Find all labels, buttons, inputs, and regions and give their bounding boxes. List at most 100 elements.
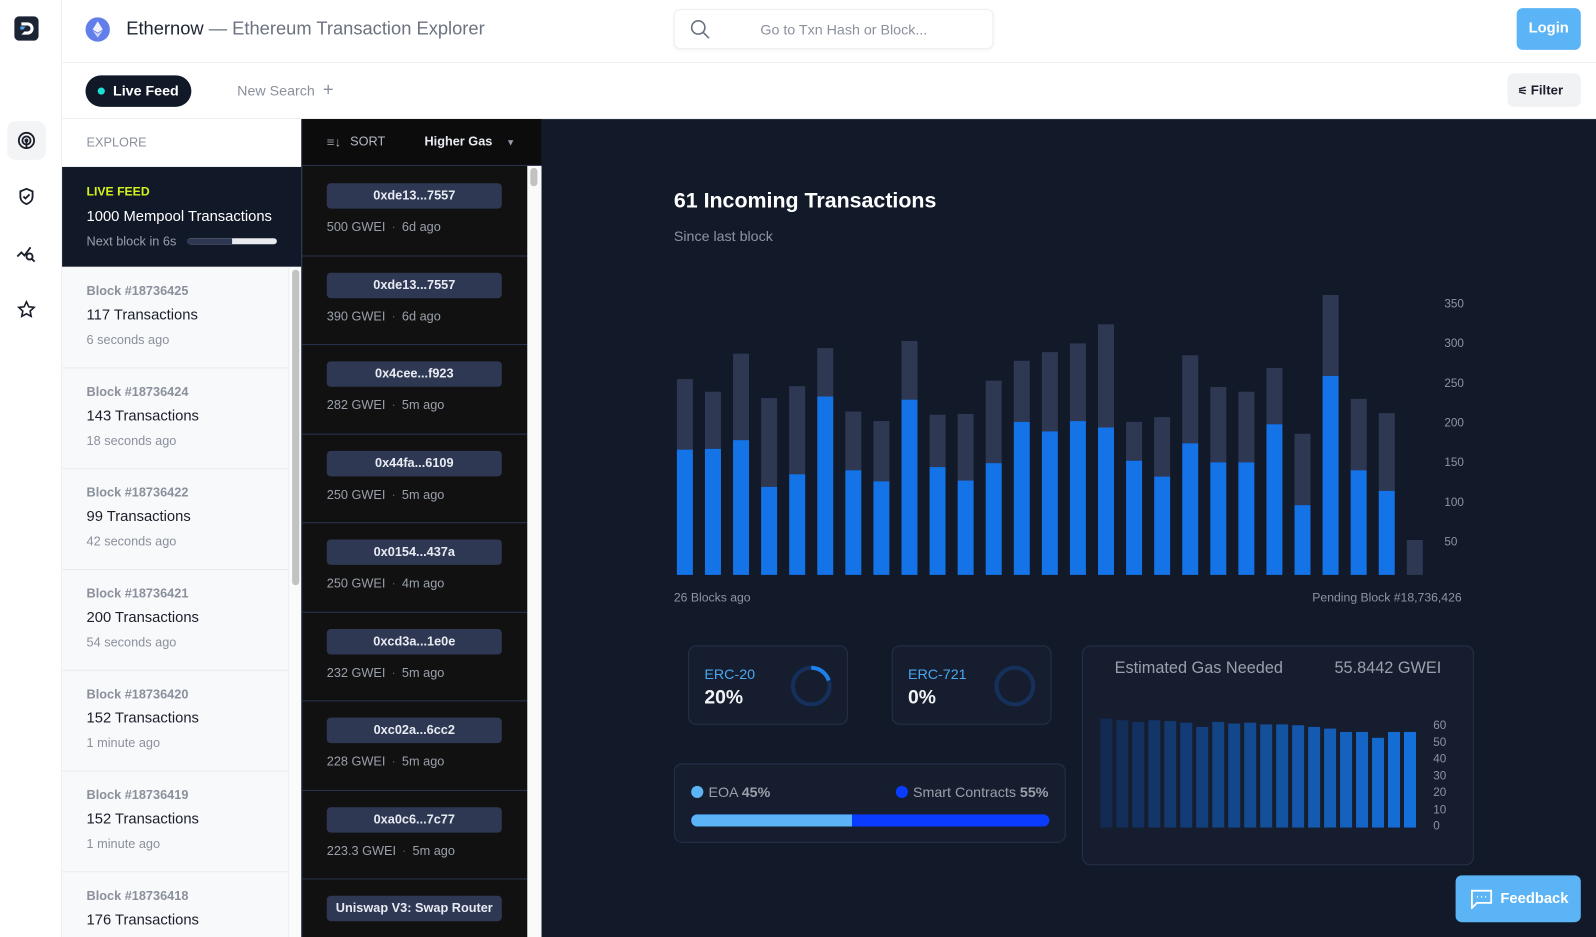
bar-lower-segment	[1266, 424, 1283, 575]
y-tick-label: 50	[1444, 536, 1458, 549]
block-list-item[interactable]: Block #18736421 200 Transactions 54 second…	[62, 570, 289, 671]
tx-hash[interactable]: 0x4cee...f923	[326, 361, 502, 387]
tx-gas: 250 GWEI	[326, 576, 386, 591]
bar-lower-segment	[1238, 462, 1255, 575]
tab-live-feed[interactable]: Live Feed	[85, 75, 192, 107]
tx-time: 6d ago	[401, 308, 441, 324]
transaction-item[interactable]: 0xcd3a...1e0e 232 GWEI · 5m ago	[302, 612, 528, 702]
tab-new-search-label: New Search	[237, 82, 315, 99]
block-list-item[interactable]: Block #18736419 152 Transactions 1 minute …	[62, 771, 289, 873]
bar-upper-segment	[1294, 433, 1311, 506]
block-list-item[interactable]: Block #18736418 176 Transactions	[62, 872, 289, 937]
erc721-card: ERC-721 0%	[891, 645, 1052, 725]
bar-upper-segment	[789, 386, 806, 475]
block-list-item[interactable]: Block #18736420 152 Transactions 1 minute …	[62, 670, 289, 772]
tx-gas: 282 GWEI	[326, 397, 386, 413]
bar-upper-segment	[1154, 417, 1171, 477]
next-block-progress	[187, 238, 277, 245]
block-tx-count: 143 Transactions	[86, 408, 199, 425]
tx-hash[interactable]: 0xa0c6...7c77	[326, 806, 502, 833]
tx-meta: 223.3 GWEI · 5m ago	[327, 843, 455, 857]
transaction-item[interactable]: 0xc02a...6cc2 228 GWEI · 5m ago	[302, 701, 528, 791]
block-number: Block #18736419	[86, 787, 189, 803]
sort-value: Higher Gas	[424, 134, 493, 149]
chat-icon	[1470, 889, 1493, 909]
shield-check-icon[interactable]	[7, 177, 46, 216]
contracts-label: Smart Contracts	[912, 783, 1016, 801]
scrollbar-thumb[interactable]	[292, 269, 300, 586]
explore-panel: EXPLORE LIVE FEED 1000 Mempool Transacti…	[62, 119, 302, 937]
filter-button[interactable]: ⚟ Filter	[1507, 73, 1581, 107]
sort-dropdown[interactable]: Higher Gas ▼	[424, 134, 515, 148]
gas-bar	[1180, 722, 1193, 828]
sort-icon: ≡↓	[326, 134, 342, 150]
tab-bar: Live Feed New Search + ⚟ Filter	[62, 63, 1596, 120]
search-input[interactable]: Go to Txn Hash or Block...	[673, 9, 994, 49]
bar-upper-segment	[1098, 324, 1114, 428]
block-list-scrollbar[interactable]	[288, 267, 302, 937]
incoming-heading: 61 Incoming Transactions	[673, 189, 937, 213]
incoming-subheading: Since last block	[673, 228, 773, 245]
radar-icon[interactable]	[7, 121, 46, 160]
tx-hash[interactable]: 0x44fa...6109	[326, 450, 502, 476]
bar-lower-segment	[1041, 431, 1058, 575]
tx-hash[interactable]: 0x0154...437a	[326, 539, 502, 565]
logo-icon[interactable]	[7, 9, 46, 48]
tx-gas: 228 GWEI	[326, 754, 386, 769]
block-list-item[interactable]: Block #18736424 143 Transactions 18 second…	[62, 368, 289, 470]
bar-lower-segment	[1098, 427, 1114, 575]
bar-upper-segment	[1378, 413, 1395, 491]
transaction-item[interactable]: 0xa0c6...7c77 223.3 GWEI · 5m ago	[302, 790, 528, 880]
live-feed-card[interactable]: LIVE FEED 1000 Mempool Transactions Next…	[62, 166, 302, 267]
y-tick-label: 250	[1444, 377, 1464, 390]
tab-new-search[interactable]: New Search +	[237, 80, 333, 99]
gas-y-tick-label: 50	[1433, 736, 1447, 749]
bar-lower-segment	[1350, 470, 1367, 575]
feedback-button[interactable]: Feedback	[1455, 875, 1581, 923]
bar-upper-segment	[817, 348, 834, 397]
scrollbar-thumb[interactable]	[530, 167, 538, 187]
account-type-bar	[691, 814, 1050, 827]
tab-live-feed-label: Live Feed	[112, 82, 179, 99]
tx-gas: 223.3 GWEI	[326, 843, 397, 858]
gas-bar	[1212, 721, 1225, 828]
gas-bar	[1388, 731, 1401, 828]
tx-time: 5m ago	[401, 665, 445, 680]
block-list-item[interactable]: Block #18736422 99 Transactions 42 seconds…	[62, 469, 289, 571]
transaction-item[interactable]: 0xde13...7557 500 GWEI · 6d ago	[302, 167, 528, 257]
separator-dot: ·	[391, 397, 396, 413]
bar-lower-segment	[1378, 490, 1395, 575]
tx-hash[interactable]: 0xcd3a...1e0e	[326, 628, 502, 655]
tx-hash[interactable]: Uniswap V3: Swap Router	[326, 895, 502, 922]
bar-lower-segment	[985, 463, 1002, 575]
block-time: 42 seconds ago	[86, 534, 177, 549]
gas-bar	[1292, 725, 1305, 828]
transaction-item[interactable]: 0xde13...7557 390 GWEI · 6d ago	[302, 256, 528, 346]
tx-hash[interactable]: 0xde13...7557	[326, 183, 502, 209]
tx-meta: 232 GWEI · 5m ago	[327, 665, 445, 679]
bar-lower-segment	[817, 396, 834, 575]
caret-down-icon: ▼	[506, 137, 516, 148]
gas-label: Estimated Gas Needed	[1114, 659, 1283, 677]
y-tick-label: 150	[1444, 456, 1464, 470]
block-list-item[interactable]: Block #18736425 117 Transactions 6 seconds…	[62, 267, 289, 369]
bar-upper-segment	[929, 414, 946, 468]
gas-bar	[1356, 731, 1369, 828]
block-tx-count: 152 Transactions	[86, 710, 199, 727]
transaction-item[interactable]: Uniswap V3: Swap Router	[302, 879, 527, 937]
tx-hash[interactable]: 0xde13...7557	[326, 272, 502, 298]
tx-list-scrollbar[interactable]	[527, 165, 542, 937]
tx-hash[interactable]: 0xc02a...6cc2	[326, 717, 502, 744]
transaction-item[interactable]: 0x44fa...6109 250 GWEI · 5m ago	[302, 434, 528, 524]
transaction-item[interactable]: 0x4cee...f923 282 GWEI · 5m ago	[302, 345, 528, 435]
login-button[interactable]: Login	[1516, 8, 1581, 50]
gas-bar	[1148, 720, 1161, 828]
block-number: Block #18736420	[86, 687, 189, 702]
explore-heading: EXPLORE	[62, 119, 302, 167]
transaction-item[interactable]: 0x0154...437a 250 GWEI · 4m ago	[302, 523, 528, 613]
tx-gas: 500 GWEI	[326, 219, 386, 235]
star-icon[interactable]	[7, 290, 46, 329]
chart-search-icon[interactable]	[7, 234, 46, 273]
bar-upper-segment	[733, 353, 750, 441]
